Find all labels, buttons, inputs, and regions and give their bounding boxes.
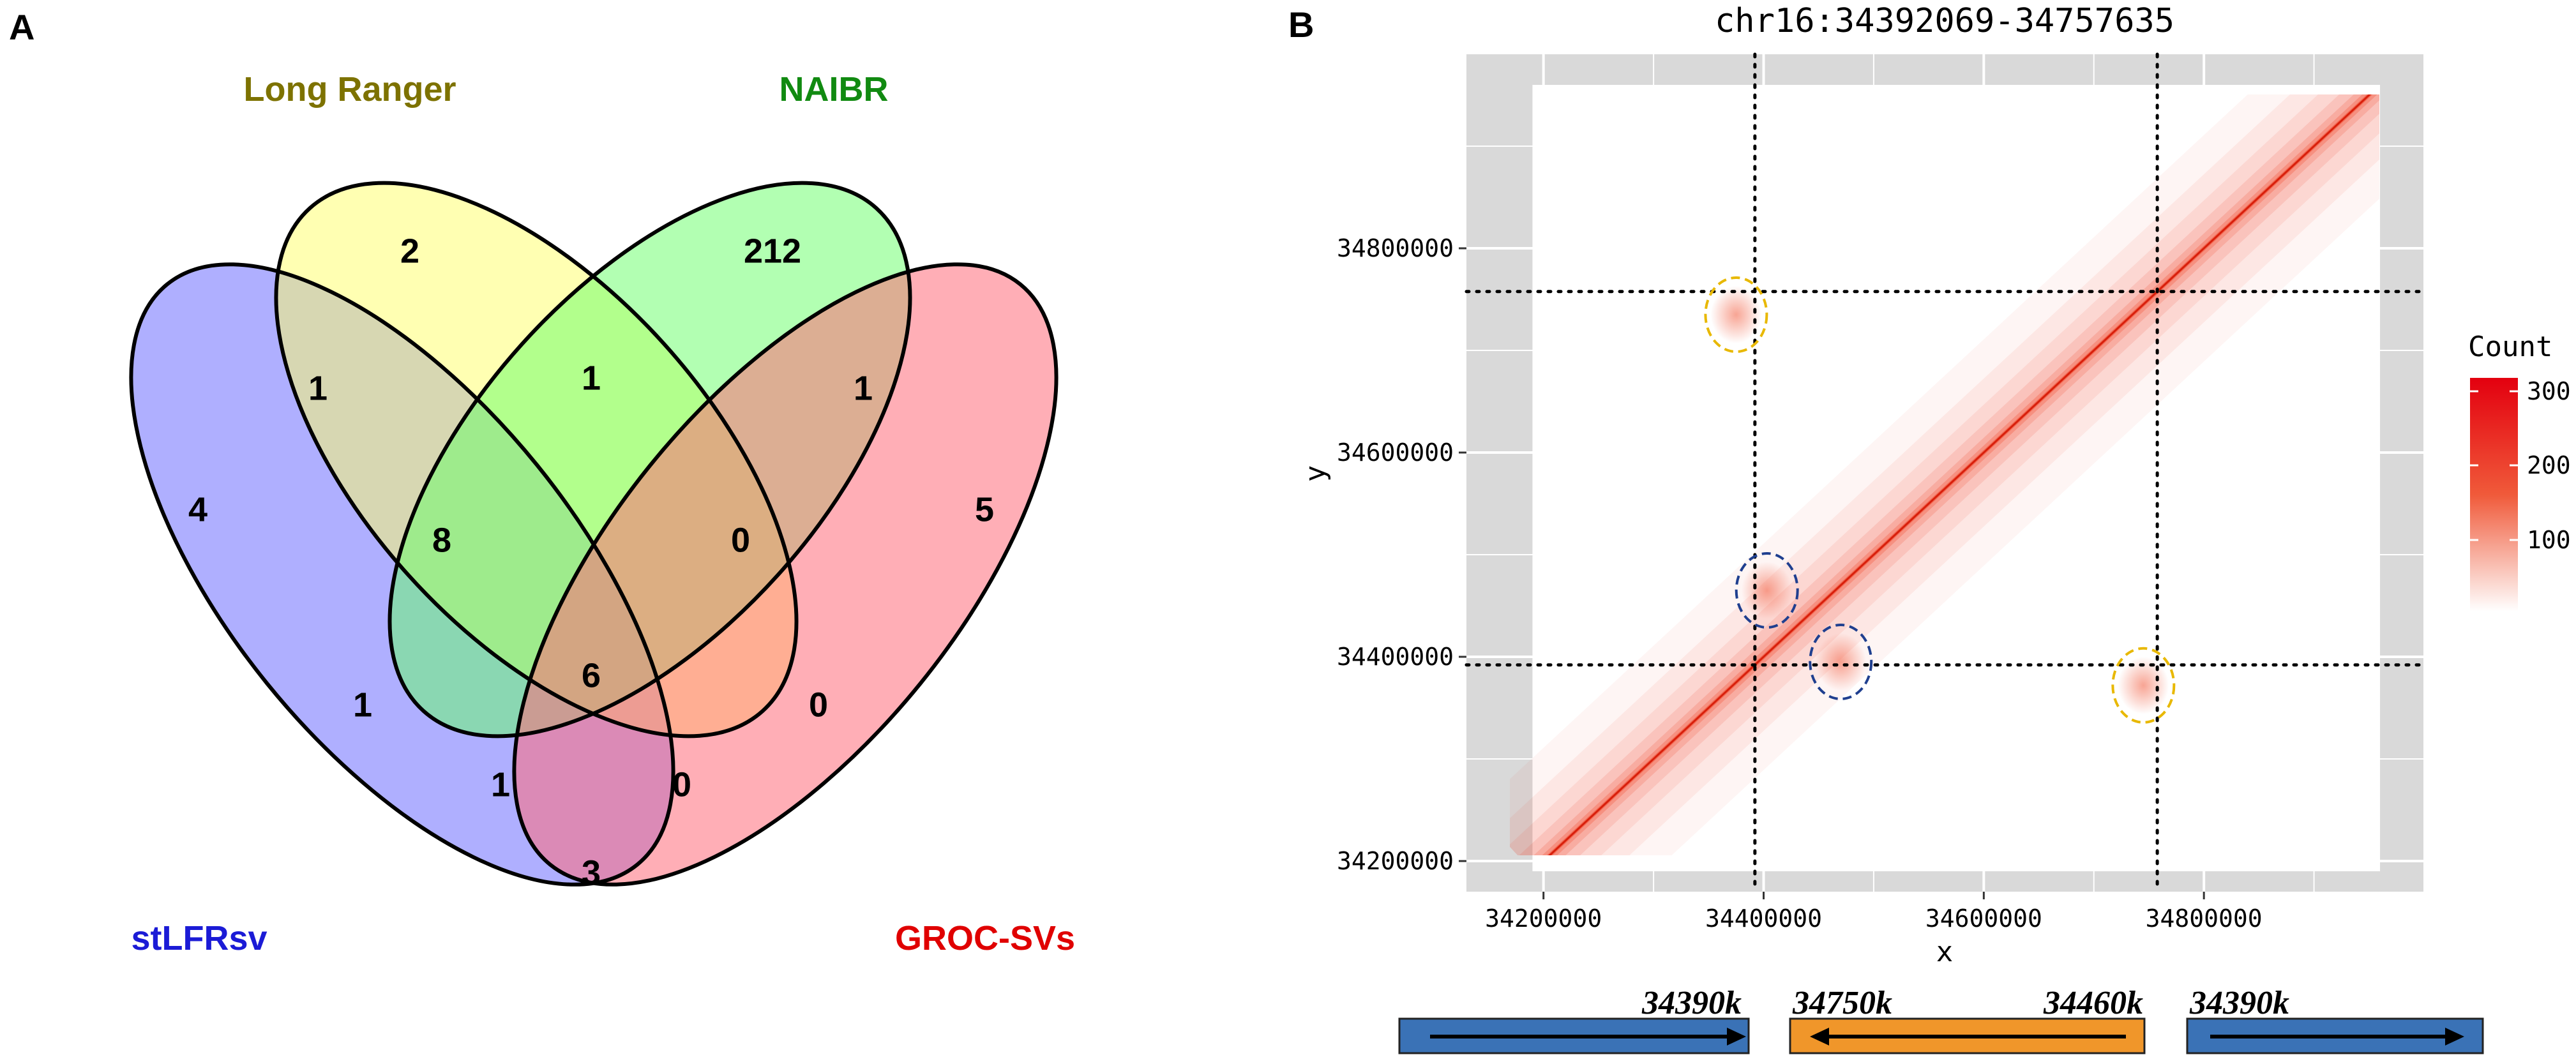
region-count-naibr-groc-svs: 1 bbox=[854, 369, 873, 407]
region-count-long-ranger-naibr: 1 bbox=[582, 359, 601, 397]
segment-2-label-right: 34460k bbox=[2043, 985, 2143, 1021]
region-count-long-ranger-only: 2 bbox=[400, 232, 419, 270]
segment-1-label: 34390k bbox=[1641, 985, 1742, 1021]
panel-b-label: B bbox=[1288, 4, 1314, 45]
heatmap-content bbox=[1510, 85, 2381, 871]
venn-outline-stlfrsv bbox=[129, 262, 675, 887]
region-count-stlfrsv-naibr: 1 bbox=[353, 686, 372, 724]
region-count-groc-svs-only: 5 bbox=[975, 490, 994, 528]
y-tick-label: 34400000 bbox=[1337, 643, 1454, 671]
x-tick-label: 34200000 bbox=[1485, 904, 1602, 933]
x-axis-label: x bbox=[1936, 936, 1954, 968]
diagonal-signal-line bbox=[1548, 94, 2372, 855]
set-label-stlfrsv: stLFRsv bbox=[131, 919, 267, 957]
x-tick-label: 34400000 bbox=[1705, 904, 1822, 933]
venn-outline-groc-svs bbox=[512, 262, 1058, 887]
panel-a-label: A bbox=[9, 7, 34, 47]
region-count-long-ranger-naibr-groc-svs: 0 bbox=[731, 521, 750, 559]
highlight-circles bbox=[1704, 276, 2176, 724]
highlight-circle bbox=[1704, 276, 1768, 353]
venn-ellipse-groc-svs bbox=[514, 264, 1057, 885]
set-label-naibr: NAIBR bbox=[780, 70, 889, 109]
color-legend: Count 300 200 100 bbox=[2468, 331, 2571, 611]
contact-enrichment bbox=[1815, 633, 1867, 691]
y-tick-label: 34600000 bbox=[1337, 439, 1454, 467]
region-count-stlfrsv-long-ranger-naibr: 8 bbox=[432, 521, 451, 559]
y-tick-label: 34200000 bbox=[1337, 847, 1454, 875]
venn-outline-naibr bbox=[388, 181, 912, 738]
region-count-stlfrsv-only: 4 bbox=[188, 490, 207, 528]
x-tick-label: 34800000 bbox=[2146, 904, 2263, 933]
legend-tick-300: 300 bbox=[2527, 377, 2571, 405]
region-count-long-ranger-groc-svs: 0 bbox=[809, 686, 828, 724]
region-count-stlfrsv-naibr-groc-svs: 1 bbox=[491, 765, 510, 804]
venn-diagram: Long Ranger NAIBR stLFRsv GROC-SVs 4 2 2… bbox=[129, 70, 1075, 957]
region-count-naibr-only: 212 bbox=[744, 232, 801, 270]
segment-2-label-left: 34750k bbox=[1792, 985, 1892, 1021]
segment-1-arrowhead-icon bbox=[1727, 1028, 1746, 1046]
set-label-groc-svs: GROC-SVs bbox=[895, 919, 1075, 957]
y-tick-label: 34800000 bbox=[1337, 234, 1454, 262]
set-label-long-ranger: Long Ranger bbox=[244, 70, 456, 109]
heatmap-plot bbox=[1465, 52, 2426, 894]
venn-outline-long-ranger bbox=[274, 181, 799, 738]
region-count-stlfrsv-long-ranger: 1 bbox=[308, 369, 328, 407]
y-axis-ticks: 34200000 34400000 34600000 34800000 bbox=[1337, 234, 1466, 875]
legend-title: Count bbox=[2468, 331, 2552, 363]
segment-3-arrowhead-icon bbox=[2445, 1028, 2464, 1046]
legend-tick-100: 100 bbox=[2527, 526, 2571, 554]
y-axis-label: y bbox=[1299, 465, 1332, 483]
legend-colorbar bbox=[2470, 378, 2518, 611]
segment-2-arrowhead-icon bbox=[1810, 1028, 1829, 1046]
contact-enrichment bbox=[1741, 562, 1793, 619]
highlight-circle bbox=[1735, 552, 1799, 629]
region-count-stlfrsv-groc-svs: 3 bbox=[582, 853, 601, 892]
heatmap-title: chr16:34392069-34757635 bbox=[1715, 2, 2174, 40]
contact-enrichment bbox=[1710, 286, 1762, 343]
x-tick-label: 34600000 bbox=[1925, 904, 2042, 933]
region-count-all-four: 6 bbox=[582, 656, 601, 694]
highlight-circle bbox=[1809, 624, 1873, 700]
venn-ellipse-naibr bbox=[389, 183, 910, 737]
segment-3-label: 34390k bbox=[2189, 985, 2289, 1021]
segment-track: 34390k 34750k 34460k 34390k bbox=[1398, 985, 2484, 1054]
highlight-circle bbox=[2111, 647, 2176, 724]
x-axis-ticks: 34200000 34400000 34600000 34800000 bbox=[1485, 892, 2263, 933]
legend-tick-200: 200 bbox=[2527, 451, 2571, 479]
breakpoint-lines bbox=[1465, 52, 2426, 894]
region-count-stlfrsv-long-ranger-groc-svs: 0 bbox=[672, 765, 691, 804]
